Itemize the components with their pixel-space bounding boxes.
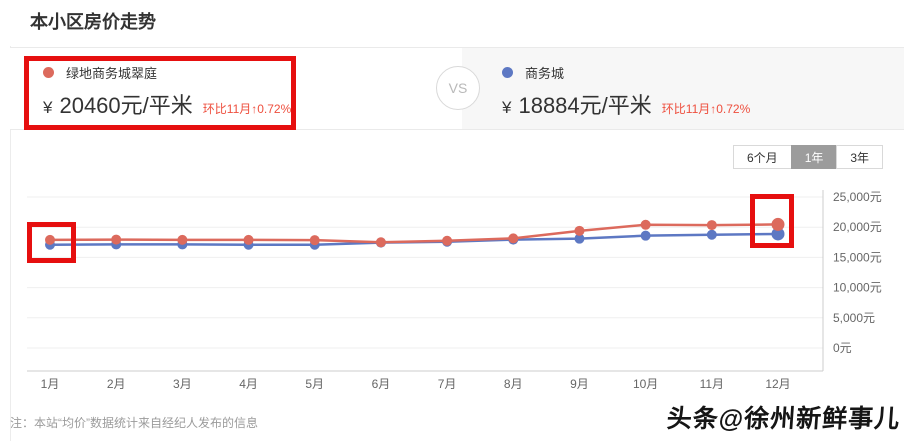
- left-community-card: 绿地商务城翠庭 ¥ 20460 元/平米 环比11月↑0.72%: [10, 48, 462, 129]
- price-trend-chart[interactable]: 25,000元 20,000元 15,000元 10,000元 5,000元 0元 1月 2月…: [0, 182, 904, 417]
- range-tabs: 6个月 1年 3年: [733, 145, 884, 169]
- data-point-绿地商务城翠庭-10月: [640, 219, 651, 230]
- right-mom-change: 环比11月↑0.72%: [661, 102, 751, 116]
- x-tick-label: 11月: [700, 377, 724, 391]
- data-point-商务城-11月: [706, 229, 717, 240]
- x-tick-label: 6月: [372, 377, 391, 391]
- panel-left-border: [10, 46, 11, 441]
- left-series-dot-icon: [43, 66, 54, 78]
- y-tick-label: 0元: [833, 341, 852, 355]
- series-line-绿地商务城翠庭: [49, 223, 779, 244]
- right-community-name: 商务城: [525, 65, 565, 81]
- right-price-unit: 元/平米: [579, 93, 652, 118]
- right-price-value: 18884: [518, 93, 580, 118]
- left-community-name: 绿地商务城翠庭: [66, 65, 158, 81]
- tab-1年[interactable]: 1年: [790, 145, 838, 169]
- x-tick-label: 12月: [765, 377, 790, 391]
- page-title: 本小区房价走势: [30, 12, 156, 32]
- y-tick-label: 15,000元: [833, 250, 882, 264]
- left-currency-symbol: ¥: [43, 98, 53, 117]
- y-tick-label: 20,000元: [833, 220, 882, 234]
- data-point-绿地商务城翠庭-9月: [574, 225, 585, 236]
- data-point-绿地商务城翠庭-1月: [45, 234, 55, 245]
- watermark: 头条@徐州新鲜事儿: [665, 405, 901, 433]
- tab-6个月[interactable]: 6个月: [733, 145, 792, 169]
- data-source-note: 注：本站“均价”数据统计来自经纪人发布的信息: [10, 416, 258, 430]
- data-point-绿地商务城翠庭-5月: [309, 235, 320, 246]
- data-point-绿地商务城翠庭-7月: [442, 235, 453, 246]
- y-tick-label: 25,000元: [833, 190, 882, 204]
- y-tick-label: 5,000元: [833, 311, 875, 325]
- data-point-绿地商务城翠庭-11月: [706, 220, 717, 231]
- right-community-card: 商务城 ¥ 18884 元/平米 环比11月↑0.72%: [462, 48, 904, 129]
- x-tick-label: 3月: [173, 377, 192, 391]
- x-tick-label: 10月: [633, 377, 658, 391]
- left-price-value: 20460: [59, 93, 121, 118]
- data-point-绿地商务城翠庭-2月: [111, 234, 122, 245]
- x-tick-label: 4月: [239, 377, 258, 391]
- x-tick-label: 2月: [107, 377, 126, 391]
- tab-3年[interactable]: 3年: [836, 145, 884, 169]
- data-point-商务城-12月: [771, 227, 785, 241]
- x-tick-label: 1月: [41, 377, 60, 391]
- right-series-dot-icon: [502, 66, 513, 78]
- y-tick-label: 10,000元: [833, 281, 882, 295]
- vs-badge: VS: [436, 66, 480, 110]
- x-tick-label: 8月: [504, 377, 523, 391]
- data-point-绿地商务城翠庭-4月: [243, 234, 254, 245]
- x-tick-label: 9月: [570, 377, 589, 391]
- x-tick-label: 7月: [438, 377, 457, 391]
- data-point-绿地商务城翠庭-3月: [177, 234, 188, 245]
- right-currency-symbol: ¥: [502, 98, 512, 117]
- left-price-unit: 元/平米: [120, 93, 193, 118]
- data-point-商务城-10月: [640, 230, 651, 241]
- data-point-绿地商务城翠庭-8月: [508, 233, 519, 244]
- data-point-绿地商务城翠庭-12月: [771, 217, 785, 231]
- data-point-绿地商务城翠庭-6月: [375, 237, 386, 248]
- price-compare-section: 绿地商务城翠庭 ¥ 20460 元/平米 环比11月↑0.72% 商务城 ¥ 1…: [10, 47, 904, 130]
- left-mom-change: 环比11月↑0.72%: [202, 102, 292, 116]
- data-point-商务城-9月: [574, 233, 585, 244]
- x-tick-label: 5月: [305, 377, 324, 391]
